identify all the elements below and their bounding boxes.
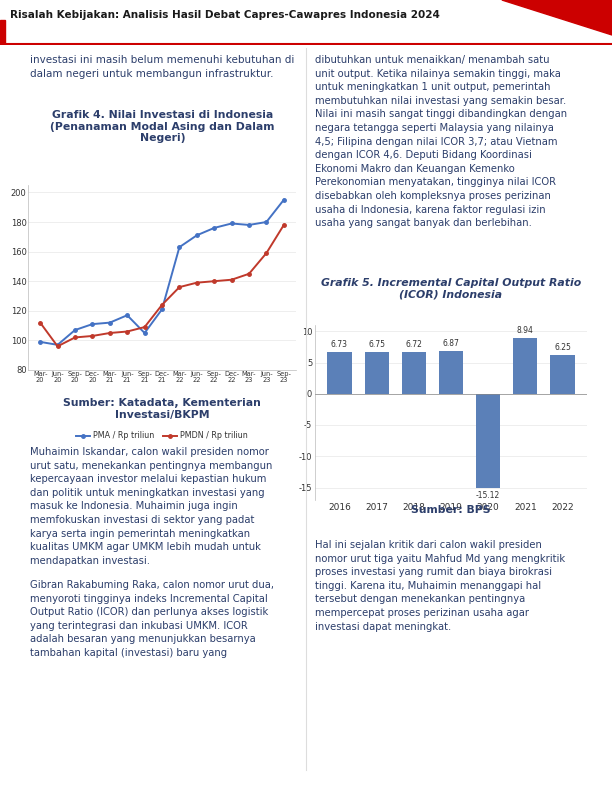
Text: 6.87: 6.87 (442, 339, 460, 348)
Text: -15.12: -15.12 (476, 491, 500, 501)
Bar (513, 338, 537, 394)
Polygon shape (0, 20, 5, 45)
Bar (476, 394, 500, 488)
Text: dibutuhkan untuk menaikkan/ menambah satu
unit output. Ketika nilainya semakin t: dibutuhkan untuk menaikkan/ menambah sat… (315, 55, 567, 228)
Bar (327, 352, 351, 394)
Text: Risalah Kebijakan: Analisis Hasil Debat Capres-Cawapres Indonesia 2024: Risalah Kebijakan: Analisis Hasil Debat … (10, 10, 440, 20)
Legend: PMA / Rp triliun, PMDN / Rp triliun: PMA / Rp triliun, PMDN / Rp triliun (73, 428, 252, 444)
Text: Gibran Rakabuming Raka, calon nomor urut dua,
menyoroti tingginya indeks Increme: Gibran Rakabuming Raka, calon nomor urut… (30, 580, 274, 658)
Bar (365, 352, 389, 394)
Text: 8.94: 8.94 (517, 326, 534, 335)
Bar (401, 352, 426, 394)
Text: Grafik 4. Nilai Investasi di Indonesia
(Penanaman Modal Asing dan Dalam
Negeri): Grafik 4. Nilai Investasi di Indonesia (… (50, 110, 275, 143)
Text: Muhaimin Iskandar, calon wakil presiden nomor
urut satu, menekankan pentingnya m: Muhaimin Iskandar, calon wakil presiden … (30, 447, 272, 565)
Text: Grafik 5. Incremental Capital Output Ratio
(ICOR) Indonesia: Grafik 5. Incremental Capital Output Rat… (321, 278, 581, 299)
Text: investasi ini masih belum memenuhi kebutuhan di
dalam negeri untuk membangun inf: investasi ini masih belum memenuhi kebut… (30, 55, 294, 79)
Text: Hal ini sejalan kritik dari calon wakil presiden
nomor urut tiga yaitu Mahfud Md: Hal ini sejalan kritik dari calon wakil … (315, 540, 565, 631)
Text: Sumber: BPS: Sumber: BPS (411, 505, 491, 515)
Text: 6.75: 6.75 (368, 340, 385, 349)
Bar (550, 355, 575, 394)
Text: 6.73: 6.73 (331, 341, 348, 349)
Polygon shape (502, 0, 612, 35)
Text: Sumber: Katadata, Kementerian
Investasi/BKPM: Sumber: Katadata, Kementerian Investasi/… (63, 398, 261, 420)
Bar (439, 351, 463, 394)
Text: 6.72: 6.72 (405, 341, 422, 349)
Text: 6.25: 6.25 (554, 343, 571, 352)
